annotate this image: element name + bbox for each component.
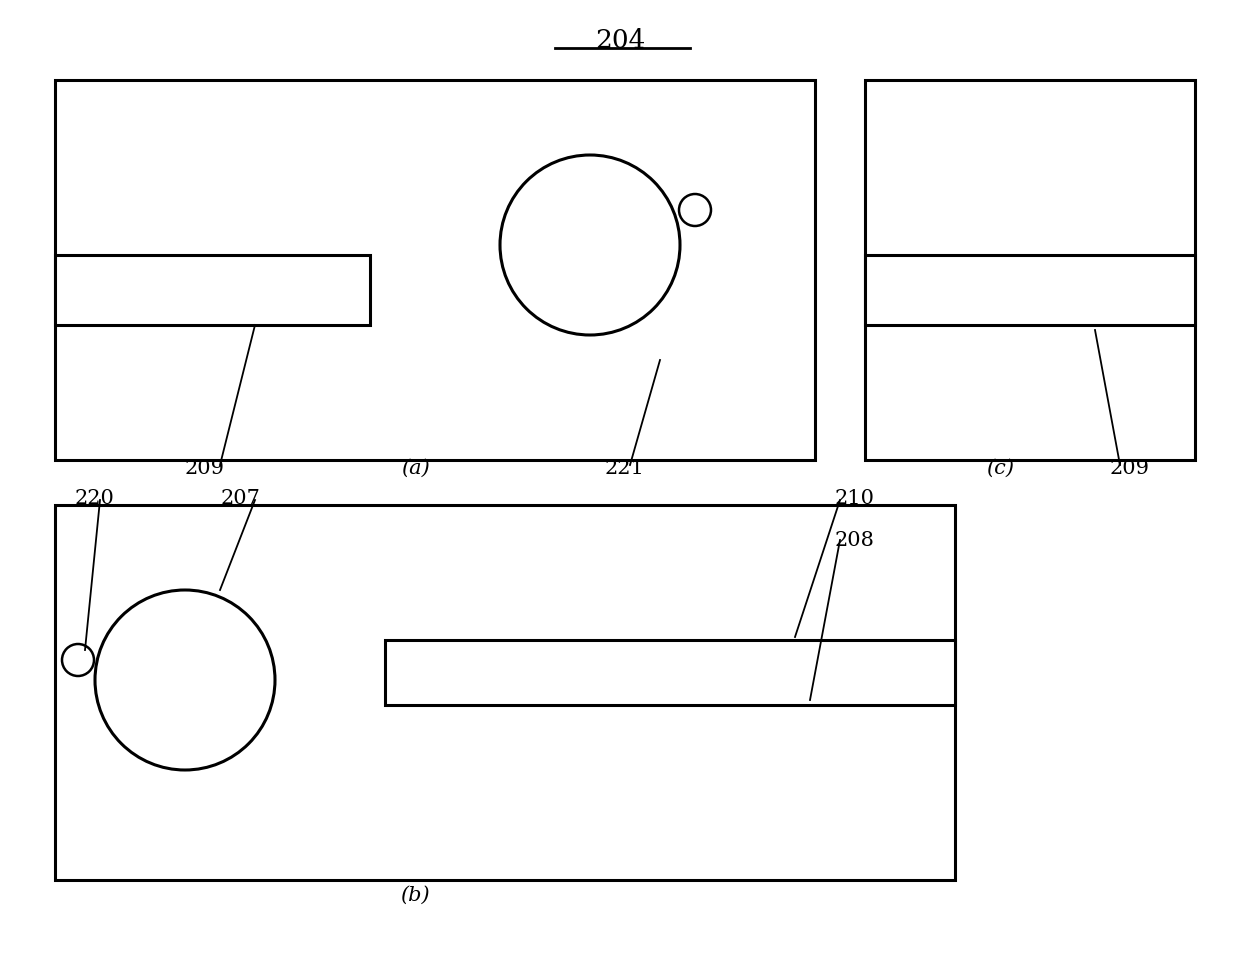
Circle shape	[95, 590, 275, 770]
Bar	[55, 80, 815, 460]
Bar	[866, 255, 1195, 325]
Bar	[384, 640, 955, 705]
Bar	[866, 80, 1195, 460]
Circle shape	[62, 644, 94, 676]
Text: 220: 220	[76, 488, 115, 508]
Circle shape	[500, 155, 680, 335]
Circle shape	[680, 194, 711, 226]
Bar	[55, 255, 370, 325]
Text: 204: 204	[595, 27, 645, 52]
Text: (b): (b)	[401, 886, 430, 904]
Text: 210: 210	[835, 488, 875, 508]
Text: 221: 221	[605, 458, 645, 478]
Bar	[55, 505, 955, 880]
Text: 208: 208	[835, 531, 875, 549]
Text: 209: 209	[1110, 458, 1149, 478]
Text: (c): (c)	[986, 458, 1014, 478]
Text: 209: 209	[185, 458, 224, 478]
Text: (a): (a)	[401, 458, 429, 478]
Text: 207: 207	[219, 488, 260, 508]
